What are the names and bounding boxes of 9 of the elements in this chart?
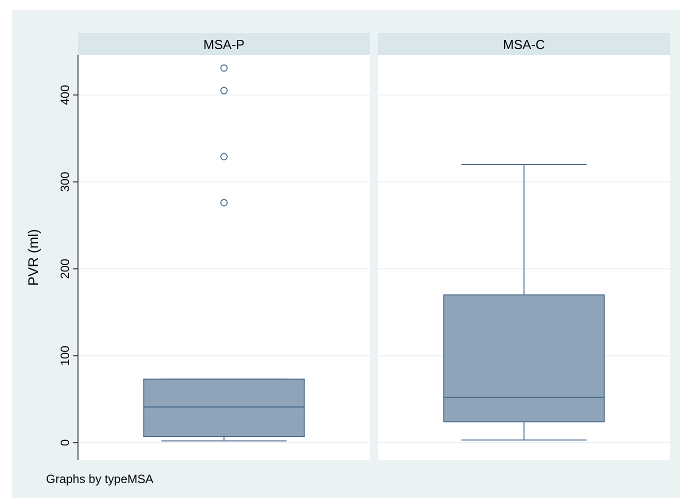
y-tick-label: 300	[58, 172, 72, 192]
y-axis-title: PVR (ml)	[25, 229, 41, 286]
y-tick-label: 400	[58, 84, 72, 105]
y-tick-label: 200	[58, 258, 72, 279]
x-tick-label: MSA-C	[503, 37, 545, 52]
x-tick-label: MSA-P	[203, 37, 245, 52]
y-tick-label: 100	[58, 345, 72, 366]
y-tick-label: 0	[58, 438, 72, 446]
text: Graphs by typeMSA	[46, 472, 154, 486]
